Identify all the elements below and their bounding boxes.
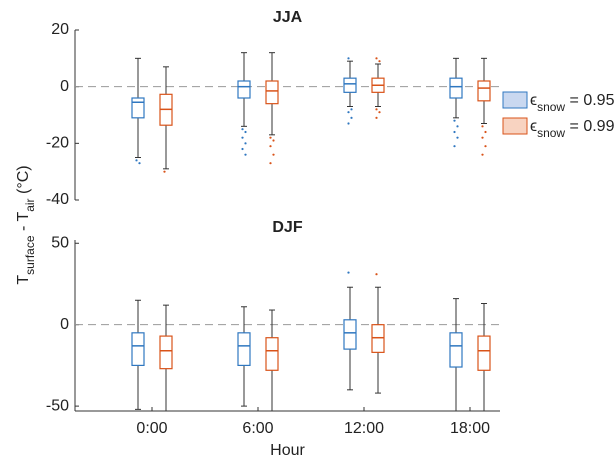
box: [131, 97, 145, 119]
y-tick-label: 0: [60, 316, 69, 333]
text-part: ϵ: [530, 118, 537, 135]
outlier: [138, 162, 141, 165]
outlier: [453, 119, 456, 122]
y-tick-label: 20: [51, 21, 69, 38]
x-tick-label: 18:00: [450, 420, 490, 437]
text-part: (°C): [15, 165, 32, 198]
outlier: [135, 159, 138, 162]
outlier: [453, 130, 456, 134]
text-part: air: [23, 198, 37, 211]
outlier: [269, 136, 272, 139]
outlier: [484, 145, 487, 148]
x-axis-label: Hour: [270, 442, 305, 459]
outlier: [350, 116, 353, 119]
outlier: [244, 142, 247, 145]
box: [265, 337, 279, 371]
outlier: [481, 153, 484, 156]
legend-swatch: [502, 117, 528, 135]
y-axis-label: Tsurface - Tair (°C): [15, 165, 37, 284]
box: [449, 77, 463, 99]
panel-title: DJF: [272, 219, 302, 236]
outlier: [375, 57, 378, 60]
y-tick-label: -20: [46, 135, 69, 152]
text-part: - T: [15, 212, 32, 236]
outlier: [481, 125, 484, 128]
x-tick-label: 0:00: [136, 420, 167, 437]
outlier: [241, 136, 244, 139]
legend-label: ϵsnow = 0.99: [530, 118, 615, 140]
box: [371, 324, 385, 353]
outlier: [350, 108, 353, 111]
outlier: [244, 130, 247, 134]
legend-label: ϵsnow = 0.95: [530, 92, 615, 114]
box: [159, 335, 173, 370]
outlier: [375, 273, 378, 276]
text-part: T: [15, 275, 32, 285]
box: [449, 332, 463, 368]
outlier: [347, 271, 350, 274]
text-part: = 0.95: [565, 92, 614, 109]
outlier: [347, 111, 350, 114]
outlier: [241, 147, 244, 151]
outlier: [378, 60, 381, 63]
outlier: [347, 122, 350, 125]
y-tick-label: 0: [60, 78, 69, 95]
text-part: snow: [537, 100, 565, 114]
y-tick-label: -50: [46, 397, 69, 414]
outlier: [456, 125, 459, 128]
outlier: [375, 116, 378, 119]
box: [237, 332, 251, 367]
outlier: [484, 130, 487, 134]
box: [237, 80, 251, 99]
outlier: [241, 128, 244, 131]
text-part: = 0.99: [565, 118, 614, 135]
outlier: [163, 170, 166, 173]
outlier: [375, 108, 378, 111]
outlier: [481, 136, 484, 139]
x-tick-label: 6:00: [242, 420, 273, 437]
outlier: [244, 153, 247, 156]
box: [343, 319, 357, 350]
box: [343, 77, 357, 93]
box: [131, 332, 145, 367]
outlier: [272, 153, 275, 156]
outlier: [269, 145, 272, 148]
box: [265, 80, 279, 105]
x-tick-label: 12:00: [344, 420, 384, 437]
outlier: [272, 139, 275, 142]
y-tick-label: 50: [51, 234, 69, 251]
outlier: [347, 57, 350, 60]
panel-title: JJA: [273, 9, 303, 26]
legend-swatch: [502, 91, 528, 109]
box: [477, 80, 491, 102]
outlier: [453, 145, 456, 148]
text-part: surface: [23, 235, 37, 275]
outlier: [378, 111, 381, 114]
outlier: [456, 136, 459, 139]
box: [477, 335, 491, 371]
text-part: snow: [537, 126, 565, 140]
outlier: [269, 162, 272, 165]
y-tick-label: -40: [46, 191, 69, 208]
text-part: ϵ: [530, 92, 537, 109]
